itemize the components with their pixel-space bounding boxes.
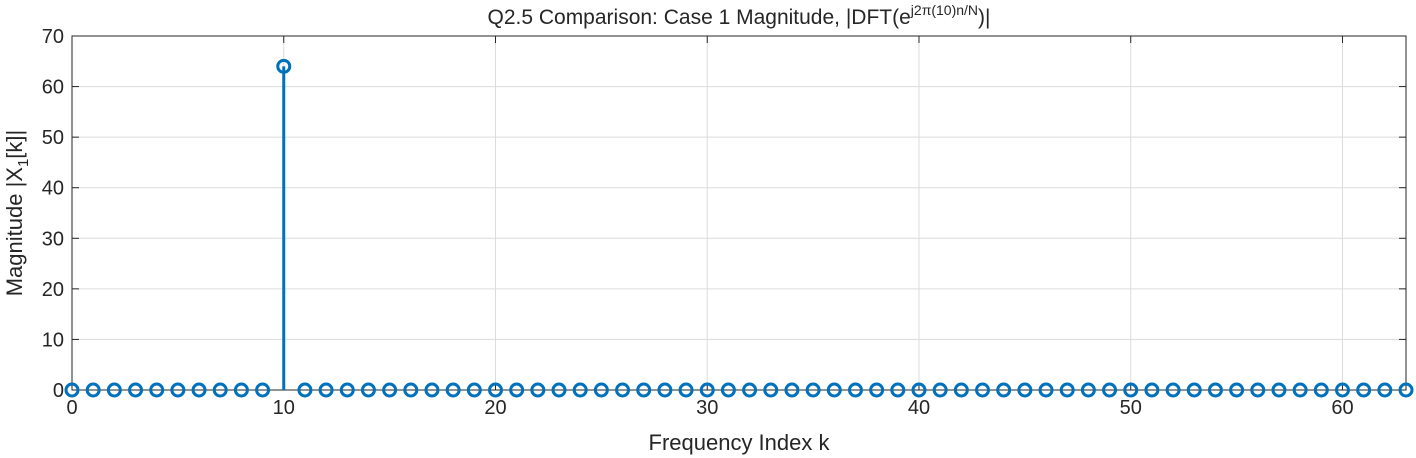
axis-ticks: 0 10 20 30 40 50 60 0 10 20 30 40 50 60 70 — [42, 26, 1406, 419]
stem-marker — [445, 382, 461, 398]
y-tick-label: 0 — [53, 380, 64, 402]
stem-marker — [720, 382, 736, 398]
stem-marker — [953, 382, 969, 398]
stem-marker — [509, 382, 525, 398]
stem-marker — [106, 382, 122, 398]
stem-marker — [826, 382, 842, 398]
stem-marker — [1377, 382, 1393, 398]
y-tick-label: 30 — [42, 228, 64, 250]
stem-marker — [636, 382, 652, 398]
x-tick-label: 50 — [1120, 397, 1142, 419]
stem-marker — [318, 382, 334, 398]
stem-marker — [1038, 382, 1054, 398]
stem-marker — [593, 382, 609, 398]
grid-lines — [71, 35, 1406, 391]
stem-marker — [1250, 382, 1266, 398]
stem-marker — [1207, 382, 1223, 398]
stem-marker — [212, 382, 228, 398]
stem-marker — [487, 382, 503, 398]
stem-marker — [1229, 382, 1245, 398]
stem-marker — [1356, 382, 1372, 398]
stem-marker — [339, 382, 355, 398]
chart-title-prefix: Q2.5 Comparison: Case 1 Magnitude, |DFT(… — [487, 6, 910, 29]
stem-marker — [1017, 382, 1033, 398]
stem-marker — [657, 382, 673, 398]
stem-marker — [466, 382, 482, 398]
x-tick-label: 0 — [66, 397, 77, 419]
stem-marker — [1398, 382, 1414, 398]
stem-marker — [1080, 382, 1096, 398]
stem-marker — [847, 382, 863, 398]
stem-series — [64, 58, 1414, 398]
y-tick-label: 50 — [42, 127, 64, 149]
chart-title-superscript: j2π(10)n/N — [910, 2, 978, 18]
stem-marker — [805, 382, 821, 398]
y-axis-label: Magnitude |X1[k]| — [2, 130, 32, 297]
x-tick-label: 10 — [273, 397, 295, 419]
stem-marker — [403, 382, 419, 398]
stem-marker — [170, 382, 186, 398]
y-tick-label: 70 — [42, 26, 64, 48]
stem-marker — [784, 382, 800, 398]
stem-marker — [297, 382, 313, 398]
stem-marker — [1123, 382, 1139, 398]
y-tick-label: 40 — [42, 178, 64, 200]
x-tick-label: 60 — [1331, 397, 1353, 419]
stem-marker — [1186, 382, 1202, 398]
stem-marker — [1292, 382, 1308, 398]
stem-marker — [64, 382, 80, 398]
stem-marker — [742, 382, 758, 398]
y-axis-label-subscript: 1 — [15, 159, 32, 167]
plot-area-border — [71, 35, 1407, 391]
stem-marker — [1059, 382, 1075, 398]
stem-marker — [276, 58, 292, 74]
stem-marker — [572, 382, 588, 398]
stem-marker — [869, 382, 885, 398]
stem-marker — [85, 382, 101, 398]
chart-title: Q2.5 Comparison: Case 1 Magnitude, |DFT(… — [487, 2, 990, 29]
stem-marker — [996, 382, 1012, 398]
stem-marker — [424, 382, 440, 398]
stem-marker — [149, 382, 165, 398]
x-tick-label: 40 — [908, 397, 930, 419]
stem-marker — [382, 382, 398, 398]
stem-marker — [975, 382, 991, 398]
stem-marker — [255, 382, 271, 398]
x-tick-label: 20 — [484, 397, 506, 419]
y-tick-label: 20 — [42, 279, 64, 301]
stem-marker — [1313, 382, 1329, 398]
stem-marker — [1102, 382, 1118, 398]
y-axis-label-main: Magnitude |X — [2, 167, 27, 297]
stem-marker — [911, 382, 927, 398]
y-axis-label-tail: [k]| — [2, 130, 27, 159]
stem-marker — [360, 382, 376, 398]
chart-title-suffix: )| — [978, 6, 990, 29]
stem-marker — [1334, 382, 1350, 398]
stem-marker — [890, 382, 906, 398]
stem-marker — [233, 382, 249, 398]
stem-marker — [191, 382, 207, 398]
x-tick-label: 30 — [696, 397, 718, 419]
stem-marker — [551, 382, 567, 398]
stem-marker — [1271, 382, 1287, 398]
y-tick-label: 10 — [42, 329, 64, 351]
stem-marker — [128, 382, 144, 398]
stem-marker — [615, 382, 631, 398]
y-tick-label: 60 — [42, 77, 64, 99]
stem-marker — [763, 382, 779, 398]
stem-marker — [932, 382, 948, 398]
stem-marker — [699, 382, 715, 398]
stem-marker — [530, 382, 546, 398]
stem-marker — [1165, 382, 1181, 398]
stem-marker — [678, 382, 694, 398]
x-axis-label: Frequency Index k — [649, 430, 831, 455]
stem-marker — [1144, 382, 1160, 398]
